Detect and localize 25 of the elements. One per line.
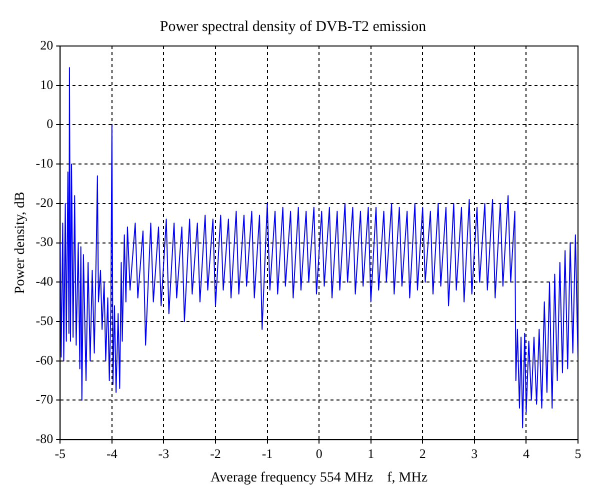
x-tick-label: -2 [210,446,221,461]
x-axis-title: Average frequency 554 MHz f, MHz [210,470,428,486]
y-tick-label: -30 [36,234,54,250]
x-tick-label: 4 [522,446,530,461]
x-tick-label: -5 [54,446,66,461]
y-tick-label: -40 [36,274,54,289]
x-tick-label: 5 [574,446,582,461]
x-tick-label: 1 [368,446,374,461]
y-tick-label: 10 [40,76,54,92]
x-tick-label: -3 [158,446,170,461]
y-tick-label: -20 [36,194,54,210]
x-tick-label: 0 [316,446,322,461]
x-tick-label: 3 [471,446,478,461]
y-tick-label: 0 [46,116,54,132]
x-tick-label: -4 [106,446,118,461]
chart-title: Power spectral density of DVB-T2 emission [160,18,427,35]
y-tick-label: -50 [36,312,54,328]
y-axis-title: Power density, dB [13,192,28,294]
y-tick-label: -10 [36,156,54,170]
x-tick-label: 2 [419,446,426,461]
y-tick-label: -80 [36,431,54,446]
y-tick-label: -60 [36,352,54,368]
y-tick-label: 20 [40,37,54,52]
x-tick-label: -1 [262,446,273,461]
y-tick-label: -70 [36,392,54,407]
